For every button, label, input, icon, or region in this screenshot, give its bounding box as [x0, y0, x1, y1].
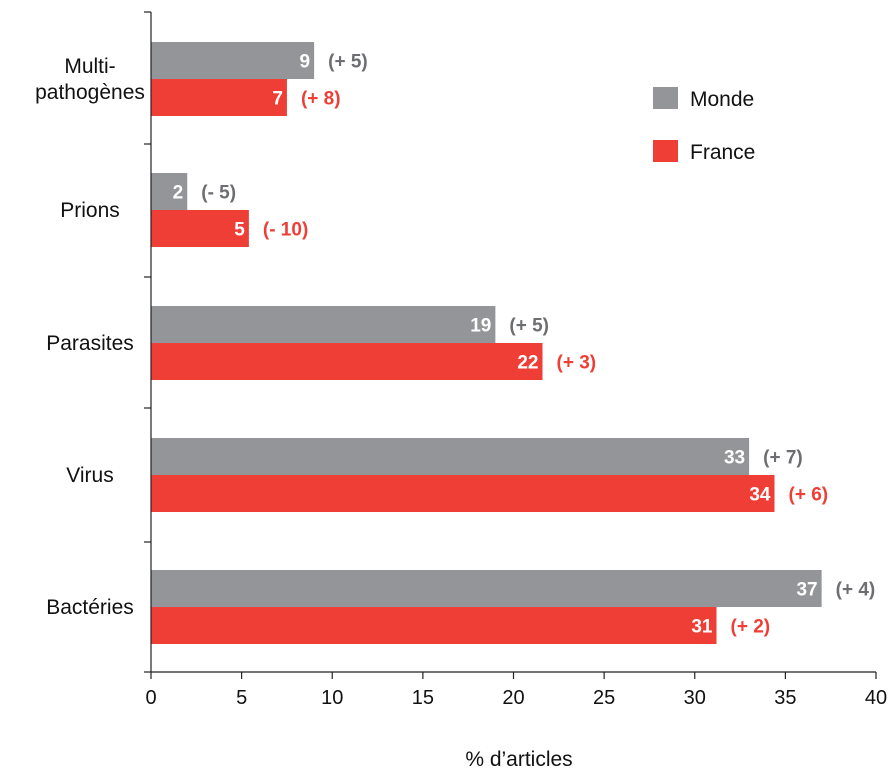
bar-monde	[151, 438, 750, 475]
bar-france	[151, 343, 543, 380]
legend-swatch-france	[653, 140, 678, 162]
x-tick-label: 20	[502, 687, 524, 709]
change-label-france: (+ 2)	[731, 617, 771, 638]
bar-monde	[151, 306, 496, 343]
change-label-monde: (- 5)	[201, 183, 236, 204]
category-label: Multi-	[64, 55, 115, 78]
change-label-france: (- 10)	[263, 220, 308, 241]
change-label-france: (+ 8)	[301, 89, 341, 110]
value-label-monde: 33	[724, 448, 745, 469]
x-tick-label: 10	[321, 687, 343, 709]
change-label-france: (+ 3)	[557, 353, 597, 374]
value-label-france: 5	[234, 220, 245, 241]
x-tick-label: 25	[593, 687, 615, 709]
x-tick-label: 30	[684, 687, 706, 709]
bar-france	[151, 210, 249, 247]
plot-area: 9 (+ 5) 7 (+ 8) Multi-pathogènes 2 (- 5) 5 (- 10…	[35, 11, 887, 709]
x-tick-label: 0	[145, 687, 156, 709]
bar-france	[151, 607, 717, 644]
value-label-france: 22	[517, 353, 538, 374]
change-label-france: (+ 6)	[789, 485, 829, 506]
category-label: pathogènes	[35, 81, 145, 104]
x-axis-title: % d’articles	[465, 748, 572, 771]
bar-france	[151, 79, 287, 116]
legend-label-monde: Monde	[690, 88, 754, 111]
change-label-monde: (+ 7)	[763, 448, 803, 469]
value-label-monde: 19	[470, 316, 491, 337]
category-label: Parasites	[46, 332, 134, 355]
value-label-france: 31	[691, 617, 713, 638]
legend-label-france: France	[690, 141, 755, 164]
value-label-france: 34	[749, 485, 771, 506]
value-label-monde: 2	[173, 183, 184, 204]
change-label-monde: (+ 5)	[509, 316, 549, 337]
category-label: Prions	[60, 199, 120, 222]
category-label: Virus	[66, 464, 113, 487]
value-label-monde: 37	[796, 580, 817, 601]
value-label-monde: 9	[300, 52, 311, 73]
change-label-monde: (+ 4)	[836, 580, 876, 601]
legend-swatch-monde	[653, 87, 678, 109]
bar-monde	[151, 173, 188, 210]
bar-monde	[151, 570, 822, 607]
change-label-monde: (+ 5)	[328, 52, 368, 73]
category-label: Bactéries	[46, 596, 134, 619]
value-label-france: 7	[272, 89, 283, 110]
x-tick-label: 5	[236, 687, 247, 709]
x-tick-label: 40	[865, 687, 887, 709]
x-tick-label: 35	[774, 687, 796, 709]
bar-monde	[151, 42, 315, 79]
bar-france	[151, 475, 775, 512]
legend: Monde France	[653, 87, 755, 164]
x-tick-label: 15	[412, 687, 434, 709]
